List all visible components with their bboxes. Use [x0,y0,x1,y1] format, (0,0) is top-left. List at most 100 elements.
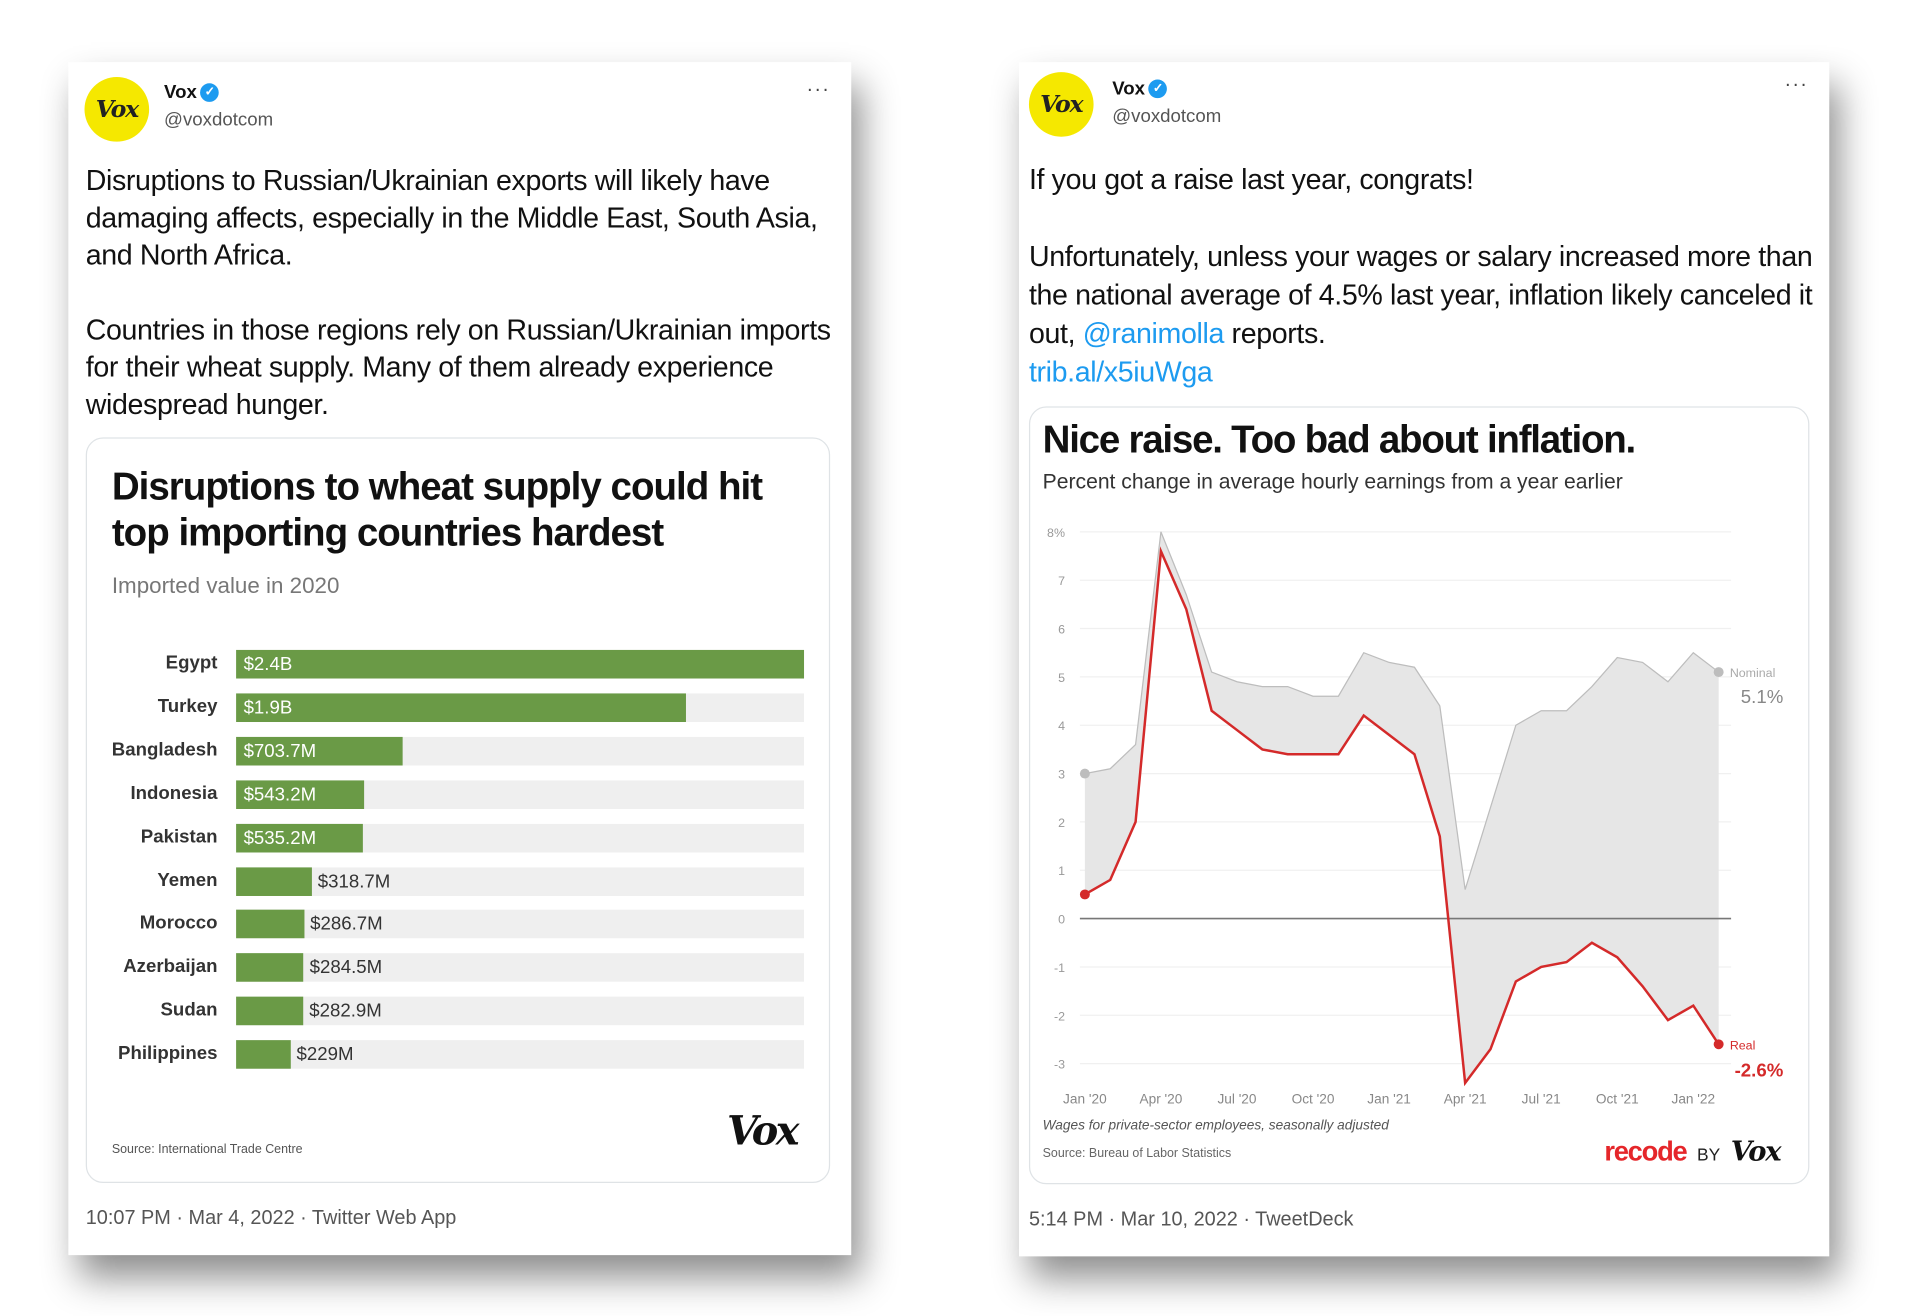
y-tick-label: 3 [1058,768,1065,782]
tweet-header: Vox Vox ✓ @voxdotcom ··· [84,62,839,142]
line-chart: 8% 7 6 5 4 3 2 1 0 -1 -2 -3 Nominal 5.1% Real -2.6% Jan … [1047,526,1784,1107]
tweet-timestamp[interactable]: 5:14 PM · Mar 10, 2022 · TweetDeck [1028,1209,1354,1231]
bar-category-label: Pakistan [140,825,218,848]
bar-track: $282.9M [236,996,805,1026]
y-tick-label: 7 [1058,574,1065,588]
bar-value-label: $2.4B [243,653,293,675]
y-tick-label: -3 [1054,1058,1065,1072]
by-text: BY [1697,1144,1721,1165]
bar-track: $229M [236,1040,805,1069]
bar-category-label: Philippines [118,1042,218,1064]
bar-track: $286.7M [236,910,805,939]
bar-track: $543.2M [236,780,805,809]
y-tick-label: -1 [1054,961,1065,975]
y-tick-label: 0 [1058,913,1065,927]
bar-value-label: $535.2M [243,827,317,849]
real-end-point [1713,1039,1724,1050]
y-tick-label: 2 [1058,816,1065,830]
tweet-timestamp[interactable]: 10:07 PM · Mar 4, 2022 · Twitter Web App [85,1207,457,1230]
x-tick-label: Oct '21 [1596,1092,1639,1107]
vox-logo: Vox [1730,1135,1782,1169]
chart-title: Disruptions to wheat supply could hit to… [111,464,763,555]
x-tick-label: Jul '20 [1217,1092,1256,1107]
avatar[interactable]: Vox [1028,72,1094,137]
bar [236,910,304,939]
avatar[interactable]: Vox [84,77,150,142]
y-tick-label: 8% [1047,526,1065,540]
author-name[interactable]: Vox ✓ [1112,78,1168,100]
bar-category-label: Turkey [157,695,218,717]
chart-header: Nice raise. Too bad about inflation. Per… [1030,408,1808,507]
bar-value-label: $282.9M [309,1000,382,1022]
url-line: trib.al/x5iuWga [1029,353,1819,392]
chart-source: Source: International Trade Centre [111,1143,303,1157]
more-options-icon[interactable]: ··· [1784,74,1809,96]
bar [236,649,805,679]
bar-value-label: $543.2M [243,783,317,805]
recode-by-vox-logo: recode BY Vox [1604,1135,1782,1169]
bar-track: $703.7M [236,736,805,766]
bar-value-label: $1.9B [243,697,293,719]
tweet-text-segment: Unfortunately, unless your wages or sala… [1028,239,1813,350]
tweet-paragraph: Disruptions to Russian/Ukrainian exports… [85,164,818,271]
bar [236,693,686,722]
author-handle[interactable]: @voxdotcom [1112,105,1222,127]
tweet-card-inflation: Vox Vox ✓ @voxdotcom ··· If you got a rai… [1019,62,1830,1257]
x-tick-label: Jan '20 [1063,1092,1107,1107]
bar [236,866,312,896]
bar-track: $284.5M [236,953,805,983]
chart-note: Wages for private-sector employees, seas… [1042,1118,1389,1134]
y-tick-label: -2 [1054,1009,1065,1023]
chart-title: Nice raise. Too bad about inflation. [1042,417,1637,462]
bar-category-label: Egypt [165,652,218,674]
bar-category-label: Sudan [160,999,218,1021]
more-options-icon[interactable]: ··· [806,79,831,101]
x-tick-label: Apr '21 [1444,1092,1487,1107]
nominal-end-point [1713,667,1724,678]
bar-category-label: Azerbaijan [123,956,218,978]
x-tick-label: Apr '20 [1140,1092,1183,1107]
tweet-text: If you got a raise last year, congrats! … [1029,160,1819,391]
real-start-point [1079,889,1090,900]
wheat-chart-card[interactable]: Disruptions to wheat supply could hit to… [85,437,831,1184]
author-name[interactable]: Vox ✓ [164,82,220,104]
y-tick-label: 6 [1058,623,1065,637]
bar-value-label: $284.5M [309,957,383,979]
x-tick-label: Jan '22 [1671,1092,1715,1107]
mention-link[interactable]: @ranimolla [1082,316,1225,350]
nominal-line [1084,531,1720,890]
x-tick-label: Jan '21 [1367,1092,1411,1107]
bar-category-label: Yemen [157,869,218,891]
chart-subtitle: Imported value in 2020 [111,572,340,598]
tweet-card-wheat: Vox Vox ✓ @voxdotcom ··· Disruptions to R… [68,62,852,1256]
bar-value-label: $703.7M [243,740,317,762]
bar-chart: Egypt $2.4B Turkey $1.9B Bangladesh $703.7M In… [87,625,829,1097]
bar-track: $1.9B [236,693,805,722]
bar-category-label: Indonesia [130,782,218,804]
bar [236,953,304,983]
bar [236,1040,291,1069]
y-tick-label: 5 [1058,671,1065,685]
bar-track: $318.7M [236,866,805,896]
bar-category-label: Bangladesh [111,739,218,761]
bar [236,996,304,1026]
bar-value-label: $318.7M [317,870,391,892]
real-line [1084,546,1720,1087]
chart-header: Disruptions to wheat supply could hit to… [87,439,829,625]
real-end-value: -2.6% [1735,1060,1784,1081]
author-handle[interactable]: @voxdotcom [164,109,274,131]
tweet-paragraph: If you got a raise last year, congrats! [1028,162,1474,196]
nominal-series-label: Nominal [1730,666,1776,680]
url-link[interactable]: trib.al/x5iuWga [1028,355,1213,388]
inflation-chart-card[interactable]: Nice raise. Too bad about inflation. Per… [1028,406,1810,1185]
chart-footer: Source: International Trade Centre Vox [87,1097,829,1182]
bar-track: $2.4B [236,649,805,679]
tweet-text: Disruptions to Russian/Ukrainian exports… [86,162,839,423]
author-label: Vox [1112,78,1146,100]
vox-logo: Vox [726,1107,799,1155]
bar [236,780,365,809]
verified-badge-icon: ✓ [1148,79,1168,99]
bar [236,736,403,766]
author-label: Vox [164,82,197,104]
nominal-end-value: 5.1% [1741,686,1783,707]
